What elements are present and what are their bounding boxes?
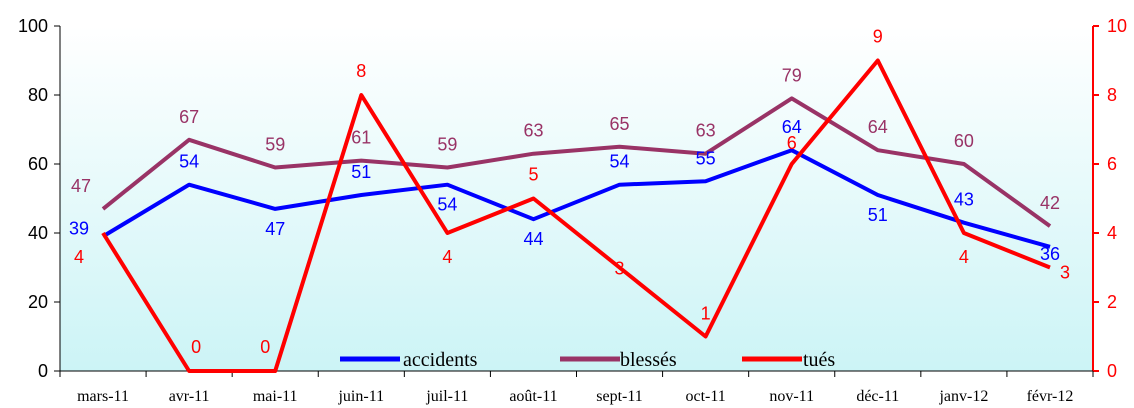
data-label: 5 <box>528 165 538 185</box>
data-label: 47 <box>265 219 285 239</box>
x-tick-label: juil-11 <box>425 388 468 405</box>
data-label: 64 <box>868 117 888 137</box>
y-right-tick-label: 4 <box>1107 223 1117 243</box>
legend-label: blessés <box>620 349 677 371</box>
x-tick-label: sept-11 <box>596 388 643 405</box>
data-label: 43 <box>954 190 974 210</box>
y-left-tick-label: 60 <box>28 154 48 174</box>
x-tick-label: août-11 <box>509 388 557 405</box>
data-label: 67 <box>179 107 199 127</box>
x-tick-label: avr-11 <box>169 388 210 405</box>
y-right-tick-label: 10 <box>1107 16 1127 36</box>
y-right-tick-label: 0 <box>1107 361 1117 381</box>
data-label: 60 <box>954 131 974 151</box>
data-label: 39 <box>69 218 89 238</box>
data-label: 9 <box>873 27 883 47</box>
data-label: 51 <box>351 162 371 182</box>
x-tick-label: déc-11 <box>856 388 899 405</box>
y-left-tick-label: 0 <box>38 361 48 381</box>
series-line-blessés <box>101 96 1052 228</box>
x-tick-label: nov-11 <box>769 388 814 405</box>
y-left-tick-label: 80 <box>28 85 48 105</box>
data-label: 55 <box>696 148 716 168</box>
legend-label: tués <box>803 349 835 371</box>
data-label: 4 <box>442 247 452 267</box>
x-tick-label: mars-11 <box>77 388 129 405</box>
x-tick-label: janv-12 <box>938 388 988 405</box>
series-line-accidents <box>101 148 1051 249</box>
x-tick-label: févr-12 <box>1027 388 1074 405</box>
data-label: 54 <box>610 152 630 172</box>
y-left-tick-label: 100 <box>18 16 48 36</box>
y-right-tick-label: 2 <box>1107 292 1117 312</box>
plot-area <box>60 26 1093 371</box>
data-label: 47 <box>71 176 91 196</box>
y-left-tick-label: 20 <box>28 292 48 312</box>
x-tick-label: oct-11 <box>685 388 725 405</box>
data-label: 8 <box>356 61 366 81</box>
data-label: 36 <box>1040 244 1060 264</box>
series-line-tués <box>101 58 1051 373</box>
legend-label: accidents <box>403 349 478 371</box>
data-label: 63 <box>523 121 543 141</box>
y-right-tick-label: 6 <box>1107 154 1117 174</box>
data-label: 63 <box>696 121 716 141</box>
data-label: 54 <box>437 195 457 215</box>
y-left-tick-label: 40 <box>28 223 48 243</box>
data-label: 44 <box>523 229 543 249</box>
data-label: 51 <box>868 205 888 225</box>
data-label: 0 <box>191 337 201 357</box>
x-tick-label: juin-11 <box>337 388 384 405</box>
data-label: 6 <box>787 133 797 153</box>
data-label: 0 <box>260 337 270 357</box>
data-label: 79 <box>782 65 802 85</box>
data-label: 61 <box>351 128 371 148</box>
data-label: 42 <box>1040 193 1060 213</box>
data-label: 54 <box>179 152 199 172</box>
x-tick-label: mai-11 <box>253 388 298 405</box>
data-label: 64 <box>782 117 802 137</box>
data-label: 1 <box>701 304 711 324</box>
data-label: 3 <box>1060 263 1070 283</box>
data-label: 4 <box>74 247 84 267</box>
data-label: 3 <box>615 259 625 279</box>
data-label: 4 <box>959 247 969 267</box>
y-right-tick-label: 8 <box>1107 85 1117 105</box>
data-label: 65 <box>610 114 630 134</box>
data-label: 59 <box>437 134 457 154</box>
data-label: 59 <box>265 134 285 154</box>
